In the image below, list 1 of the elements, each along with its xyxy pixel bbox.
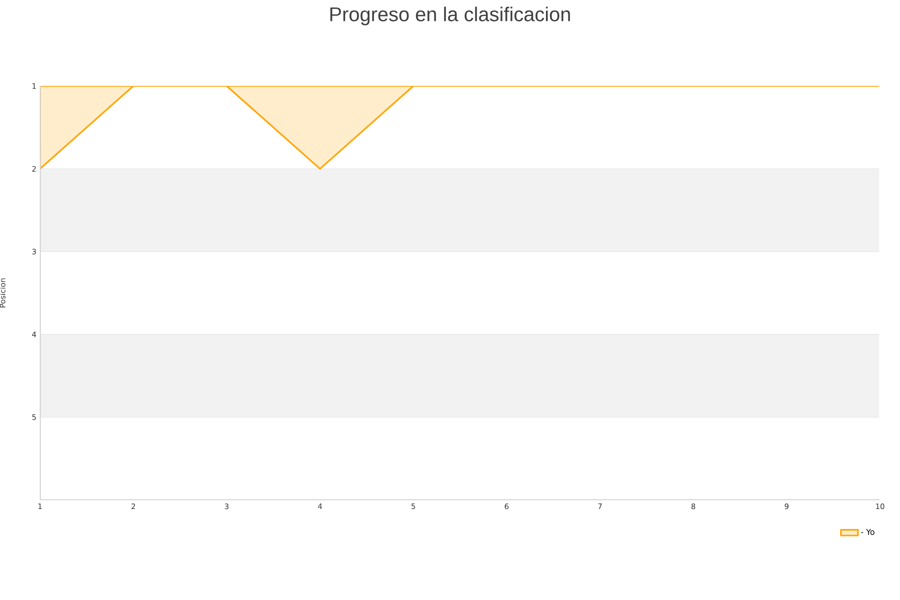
chart-title: Progreso en la clasificacion [330,6,570,26]
